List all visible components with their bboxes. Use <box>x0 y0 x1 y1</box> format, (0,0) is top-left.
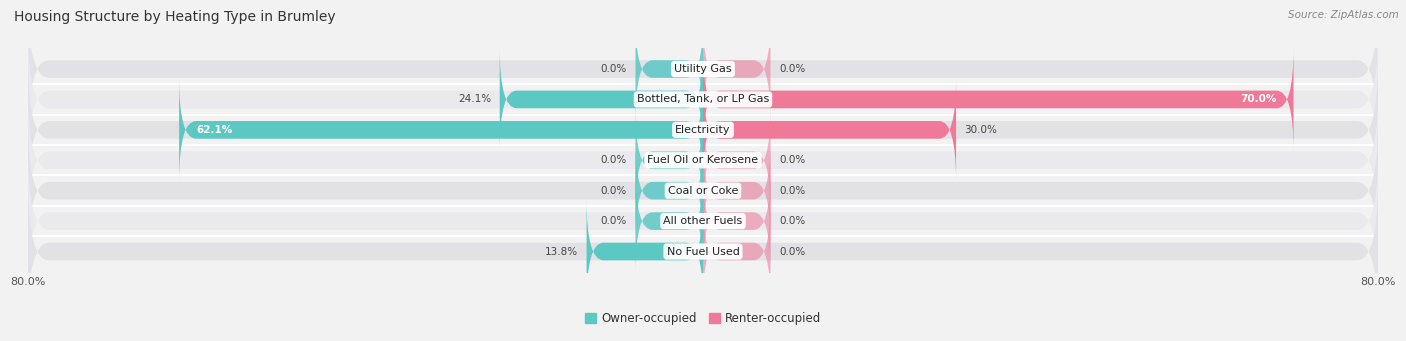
Text: 0.0%: 0.0% <box>779 247 806 256</box>
Text: Bottled, Tank, or LP Gas: Bottled, Tank, or LP Gas <box>637 94 769 104</box>
Text: Source: ZipAtlas.com: Source: ZipAtlas.com <box>1288 10 1399 20</box>
FancyBboxPatch shape <box>703 199 770 303</box>
Text: 70.0%: 70.0% <box>1240 94 1277 104</box>
Text: Housing Structure by Heating Type in Brumley: Housing Structure by Heating Type in Bru… <box>14 10 336 24</box>
FancyBboxPatch shape <box>636 169 703 273</box>
FancyBboxPatch shape <box>703 78 956 182</box>
FancyBboxPatch shape <box>636 17 703 121</box>
Text: 0.0%: 0.0% <box>779 155 806 165</box>
Text: 0.0%: 0.0% <box>779 186 806 196</box>
FancyBboxPatch shape <box>703 47 1294 151</box>
Text: 0.0%: 0.0% <box>779 216 806 226</box>
FancyBboxPatch shape <box>28 184 1378 319</box>
FancyBboxPatch shape <box>703 17 770 121</box>
Text: 0.0%: 0.0% <box>779 64 806 74</box>
Text: Fuel Oil or Kerosene: Fuel Oil or Kerosene <box>647 155 759 165</box>
Text: No Fuel Used: No Fuel Used <box>666 247 740 256</box>
FancyBboxPatch shape <box>179 78 703 182</box>
FancyBboxPatch shape <box>703 169 770 273</box>
FancyBboxPatch shape <box>28 2 1378 136</box>
Text: 13.8%: 13.8% <box>546 247 578 256</box>
Text: All other Fuels: All other Fuels <box>664 216 742 226</box>
FancyBboxPatch shape <box>28 32 1378 167</box>
FancyBboxPatch shape <box>28 123 1378 258</box>
FancyBboxPatch shape <box>703 108 770 212</box>
Legend: Owner-occupied, Renter-occupied: Owner-occupied, Renter-occupied <box>579 308 827 330</box>
FancyBboxPatch shape <box>28 63 1378 197</box>
FancyBboxPatch shape <box>703 139 770 243</box>
FancyBboxPatch shape <box>28 154 1378 288</box>
Text: Electricity: Electricity <box>675 125 731 135</box>
Text: Utility Gas: Utility Gas <box>675 64 731 74</box>
FancyBboxPatch shape <box>499 47 703 151</box>
Text: 24.1%: 24.1% <box>458 94 491 104</box>
Text: Coal or Coke: Coal or Coke <box>668 186 738 196</box>
FancyBboxPatch shape <box>28 93 1378 227</box>
Text: 62.1%: 62.1% <box>195 125 232 135</box>
Text: 30.0%: 30.0% <box>965 125 997 135</box>
FancyBboxPatch shape <box>636 139 703 243</box>
Text: 0.0%: 0.0% <box>600 216 627 226</box>
Text: 0.0%: 0.0% <box>600 64 627 74</box>
Text: 0.0%: 0.0% <box>600 186 627 196</box>
Text: 0.0%: 0.0% <box>600 155 627 165</box>
FancyBboxPatch shape <box>586 199 703 303</box>
FancyBboxPatch shape <box>636 108 703 212</box>
